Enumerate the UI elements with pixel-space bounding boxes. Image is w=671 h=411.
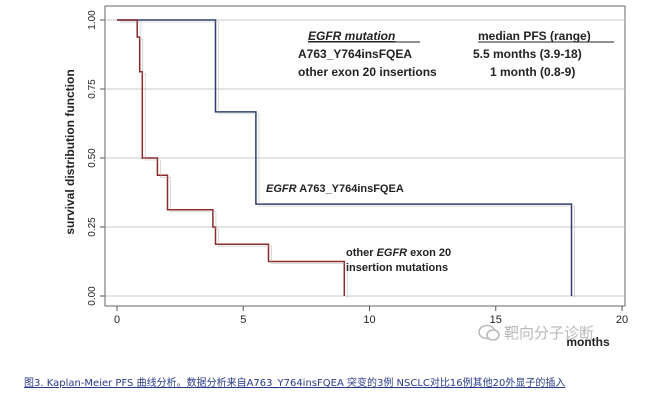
x-tick-label-0: 0 [114,314,120,326]
figure-caption: 图3. Kaplan-Meier PFS 曲线分析。数据分析来自A763_Y76… [24,378,566,389]
series-shadow-0 [120,21,575,298]
y-tick-label-3: 0.75 [87,79,98,99]
series-line-1 [117,19,346,296]
series-line-0 [117,19,573,296]
legend-row2-right: 1 month (0.8-9) [490,65,575,79]
x-axis-ticks: 0 5 10 15 20 [114,306,628,326]
y-axis-label: survival distribution function [63,69,77,234]
x-tick-label-3: 15 [490,314,502,326]
series-shadow-1 [120,21,348,298]
watermark-text: 靶向分子诊断 [504,324,595,342]
wechat-icon [478,324,500,341]
plot-frame [104,5,626,307]
legend-table: EGFR mutation median PFS (range) A763_Y7… [298,29,614,79]
watermark: 靶向分子诊断 [478,322,594,343]
y-tick-label-1: 0.25 [87,217,98,237]
x-tick-label-4: 20 [616,314,628,326]
x-tick-label-2: 10 [363,314,375,326]
x-axis-label: months [566,335,610,349]
series1-annotation: EGFR A763_Y764insFQEA [266,183,404,195]
series2-annotation-line2: insertion mutations [346,262,448,274]
y-tick-label-4: 1.00 [87,10,98,30]
series2-annotation-line1: other EGFR exon 20 [346,247,451,259]
survival-curves [117,19,575,298]
legend-row1-right: 5.5 months (3.9-18) [473,47,582,61]
x-tick-label-1: 5 [240,314,246,326]
y-axis-ticks: 0.00 0.25 0.50 0.75 1.00 [87,10,105,306]
y-tick-label-0: 0.00 [87,286,98,306]
legend-row2-left: other exon 20 insertions [298,65,437,79]
y-tick-label-2: 0.50 [87,148,98,168]
legend-header-left: EGFR mutation [308,29,395,43]
legend-row1-left: A763_Y764insFQEA [298,47,412,61]
legend-header-right: median PFS (range) [478,29,591,43]
